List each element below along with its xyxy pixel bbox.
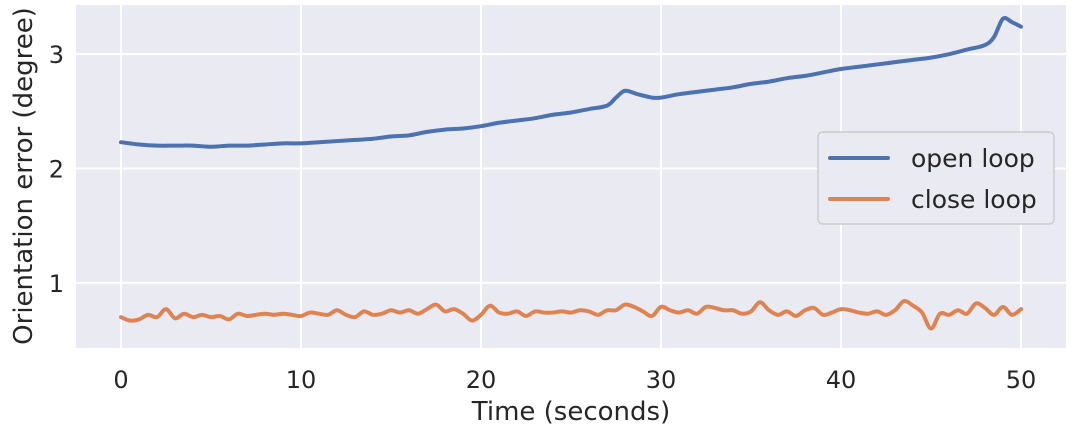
x-tick-label: 0 — [113, 366, 128, 394]
series-line-open-loop — [119, 16, 1023, 149]
x-tick-label: 10 — [286, 366, 317, 394]
legend-label-open-loop: open loop — [911, 144, 1035, 173]
y-tick-label: 2 — [49, 155, 64, 183]
x-tick-labels: 0 10 20 30 40 50 — [113, 366, 1036, 394]
series-layer — [119, 16, 1023, 331]
y-axis-label: Orientation error (degree) — [9, 7, 39, 345]
x-tick-label: 30 — [646, 366, 677, 394]
y-tick-labels: 1 2 3 — [49, 41, 64, 298]
y-tick-label: 1 — [49, 270, 64, 298]
legend-label-close-loop: close loop — [911, 185, 1037, 214]
x-tick-label: 20 — [466, 366, 497, 394]
y-tick-label: 3 — [49, 41, 64, 69]
gridlines — [76, 5, 1066, 348]
x-axis-label: Time (seconds) — [471, 397, 670, 427]
x-tick-label: 50 — [1006, 366, 1037, 394]
series-line-close-loop — [119, 299, 1023, 331]
x-tick-label: 40 — [826, 366, 857, 394]
legend: open loop close loop — [817, 131, 1055, 225]
